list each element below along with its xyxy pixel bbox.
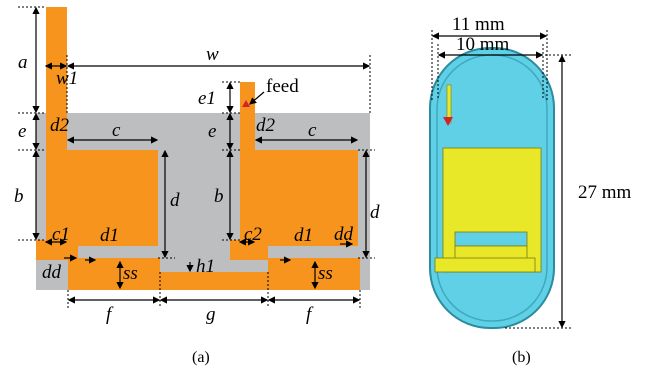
dim-label-c-right: c	[308, 120, 317, 141]
dim-label-h1: h1	[196, 256, 215, 277]
capsule-height: 27 mm	[578, 182, 632, 203]
bottom-strip	[68, 258, 360, 290]
right-radiator	[230, 82, 358, 260]
dim-label-d-center: d	[170, 190, 180, 211]
dim-label-b-left: b	[14, 186, 24, 207]
feed-label: feed	[266, 76, 299, 97]
dim-label-a: a	[18, 52, 28, 73]
dim-label-b-right: b	[214, 186, 224, 207]
dim-label-dd-left: dd	[42, 262, 62, 283]
caption-a: (a)	[192, 349, 210, 366]
dim-label-c2: c2	[244, 224, 262, 245]
dim-label-e1: e1	[198, 88, 216, 109]
dim-label-e-right: e	[208, 121, 216, 142]
panel-b-capsule: 11 mm 10 mm 27 mm (b)	[429, 14, 632, 366]
dim-label-d-right: d	[370, 202, 380, 223]
dim-label-d1-left: d1	[100, 225, 119, 246]
capsule-antenna	[434, 84, 542, 273]
dim-label-ss-left: ss	[123, 263, 138, 284]
dim-label-ss-right: ss	[318, 263, 333, 284]
dim-label-d2-right: d2	[256, 115, 276, 136]
dim-label-c1: c1	[52, 224, 70, 245]
capsule-width-inner: 10 mm	[456, 34, 510, 55]
capsule-feed-point	[443, 117, 453, 126]
dim-label-w1: w1	[56, 68, 78, 89]
dim-label-d2-left: d2	[50, 115, 70, 136]
panel-a-antenna-layout: a w1 w e d2 c b d c1 d1 dd ss h1 e1 feed…	[14, 6, 380, 366]
dim-label-d1-right: d1	[294, 225, 313, 246]
dim-label-f-right: f	[306, 304, 314, 325]
dim-label-dd-right: dd	[334, 224, 354, 245]
dim-label-f-left: f	[106, 304, 114, 325]
dim-label-w: w	[206, 44, 219, 65]
dim-label-e-left: e	[18, 121, 26, 142]
capsule-width-outer: 11 mm	[452, 14, 505, 35]
dim-label-c-left: c	[112, 120, 121, 141]
feed-point	[242, 100, 250, 107]
dim-label-g: g	[206, 304, 216, 325]
left-radiator	[36, 7, 158, 260]
caption-b: (b)	[512, 349, 531, 366]
